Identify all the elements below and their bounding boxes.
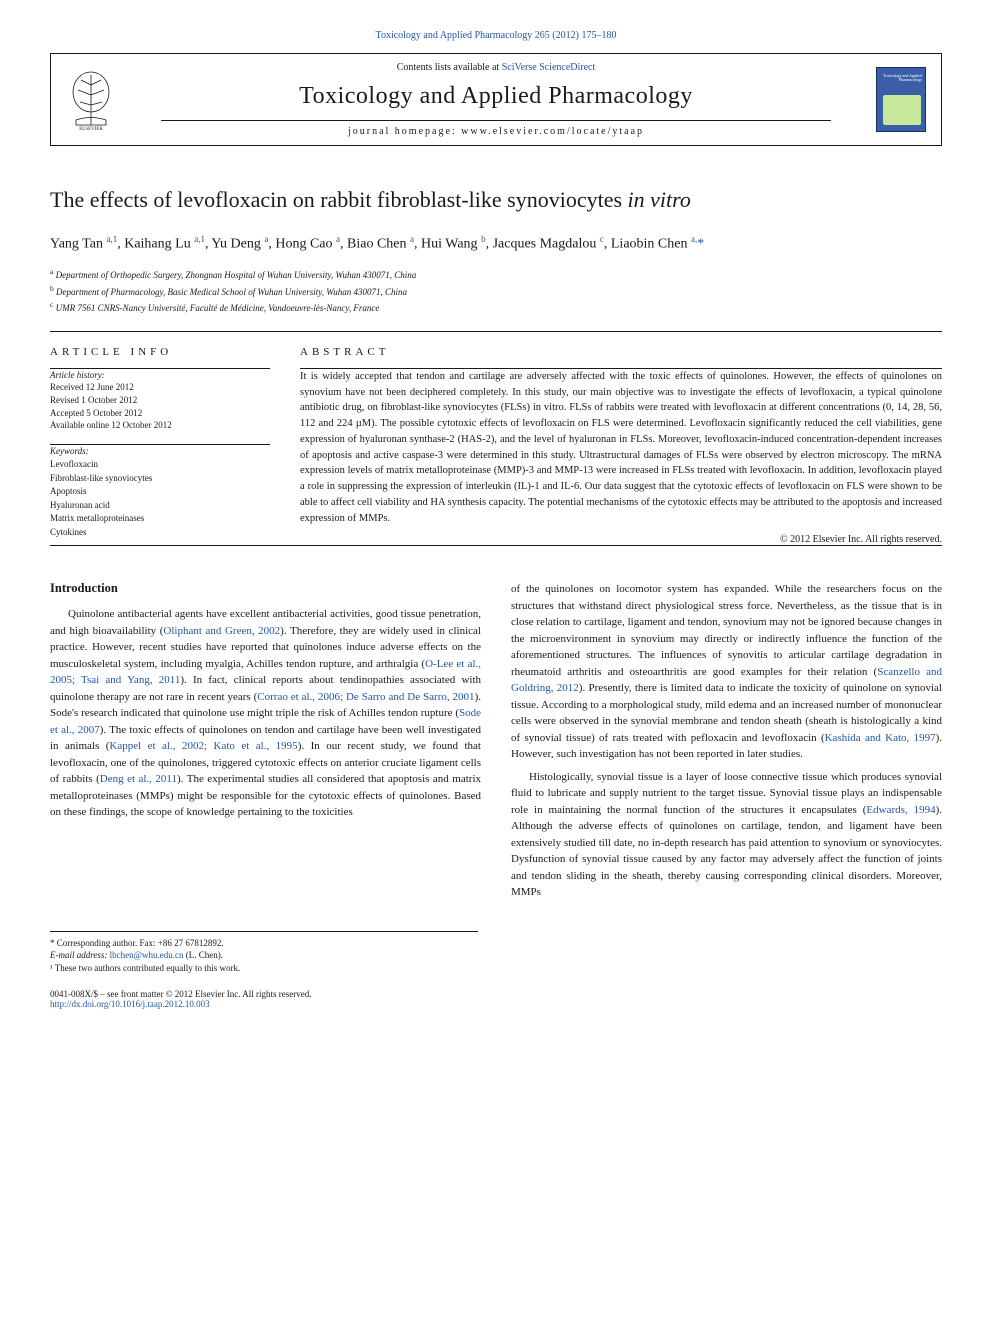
body-text-col2: of the quinolones on locomotor system ha… <box>511 581 942 901</box>
introduction-heading: Introduction <box>50 581 481 596</box>
elsevier-logo: ELSEVIER <box>51 55 131 145</box>
body-col-right: of the quinolones on locomotor system ha… <box>511 581 942 901</box>
email-label: E-mail address: <box>50 950 110 960</box>
journal-homepage-line: journal homepage: www.elsevier.com/locat… <box>131 126 861 137</box>
article-info-label: article info <box>50 346 270 358</box>
footer-left: 0041-008X/$ – see front matter © 2012 El… <box>50 989 312 1009</box>
journal-reference: Toxicology and Applied Pharmacology 265 … <box>50 30 942 41</box>
footnotes: * Corresponding author. Fax: +86 27 6781… <box>50 931 478 975</box>
contents-prefix: Contents lists available at <box>397 62 502 73</box>
abstract-copyright: © 2012 Elsevier Inc. All rights reserved… <box>300 534 942 545</box>
page-footer: 0041-008X/$ – see front matter © 2012 El… <box>50 989 942 1009</box>
history-revised: Revised 1 October 2012 <box>50 394 270 407</box>
email-suffix: (L. Chen). <box>183 950 223 960</box>
banner-center: Contents lists available at SciVerse Sci… <box>131 54 861 145</box>
doi-link[interactable]: http://dx.doi.org/10.1016/j.taap.2012.10… <box>50 999 210 1009</box>
keyword-1: Fibroblast-like synoviocytes <box>50 472 270 486</box>
journal-title: Toxicology and Applied Pharmacology <box>131 83 861 110</box>
keywords-label: Keywords: <box>50 445 270 459</box>
keyword-2: Apoptosis <box>50 485 270 499</box>
article-info-column: article info Article history: Received 1… <box>50 332 270 546</box>
affiliation-c: c UMR 7561 CNRS-Nancy Université, Facult… <box>50 299 942 316</box>
corresponding-author-note: * Corresponding author. Fax: +86 27 6781… <box>50 937 478 950</box>
keyword-4: Matrix metalloproteinases <box>50 512 270 526</box>
history-received: Received 12 June 2012 <box>50 381 270 394</box>
sciencedirect-link[interactable]: SciVerse ScienceDirect <box>502 62 596 73</box>
keyword-0: Levofloxacin <box>50 458 270 472</box>
history-label: Article history: <box>50 369 270 382</box>
history-online: Available online 12 October 2012 <box>50 419 270 432</box>
affiliation-a: a Department of Orthopedic Surgery, Zhon… <box>50 266 942 283</box>
body-col-left: Introduction Quinolone antibacterial age… <box>50 581 481 901</box>
abstract-column: abstract It is widely accepted that tend… <box>300 332 942 546</box>
section-divider-2 <box>50 545 942 546</box>
body-columns: Introduction Quinolone antibacterial age… <box>50 581 942 901</box>
abstract-text: It is widely accepted that tendon and ca… <box>300 369 942 527</box>
cover-text: Toxicology and Applied Pharmacology <box>877 74 922 83</box>
title-plain: The effects of levofloxacin on rabbit fi… <box>50 187 628 212</box>
keyword-5: Cytokines <box>50 526 270 540</box>
keywords-block: Keywords: Levofloxacin Fibroblast-like s… <box>50 445 270 540</box>
front-matter-line: 0041-008X/$ – see front matter © 2012 El… <box>50 989 312 999</box>
affiliations: a Department of Orthopedic Surgery, Zhon… <box>50 266 942 316</box>
email-line: E-mail address: lbchen@whu.edu.cn (L. Ch… <box>50 949 478 962</box>
title-italic: in vitro <box>628 187 691 212</box>
info-abstract-row: article info Article history: Received 1… <box>50 332 942 546</box>
corresponding-email-link[interactable]: lbchen@whu.edu.cn <box>110 950 184 960</box>
banner-divider <box>161 120 831 121</box>
article-title: The effects of levofloxacin on rabbit fi… <box>50 186 942 215</box>
svg-text:ELSEVIER: ELSEVIER <box>79 127 103 130</box>
elsevier-tree-icon: ELSEVIER <box>66 70 116 130</box>
contents-lists-line: Contents lists available at SciVerse Sci… <box>131 62 861 73</box>
homepage-url: www.elsevier.com/locate/ytaap <box>461 126 644 137</box>
equal-contribution-note: ¹ These two authors contributed equally … <box>50 962 478 975</box>
homepage-prefix: journal homepage: <box>348 126 461 137</box>
article-history: Article history: Received 12 June 2012 R… <box>50 369 270 432</box>
affiliation-b: b Department of Pharmacology, Basic Medi… <box>50 283 942 300</box>
journal-cover-thumb: Toxicology and Applied Pharmacology <box>861 55 941 145</box>
body-text-col1: Quinolone antibacterial agents have exce… <box>50 606 481 821</box>
keyword-3: Hyaluronan acid <box>50 499 270 513</box>
journal-banner: ELSEVIER Contents lists available at Sci… <box>50 53 942 146</box>
history-accepted: Accepted 5 October 2012 <box>50 407 270 420</box>
abstract-label: abstract <box>300 346 942 358</box>
author-list: Yang Tan a,1, Kaihang Lu a,1, Yu Deng a,… <box>50 233 942 255</box>
